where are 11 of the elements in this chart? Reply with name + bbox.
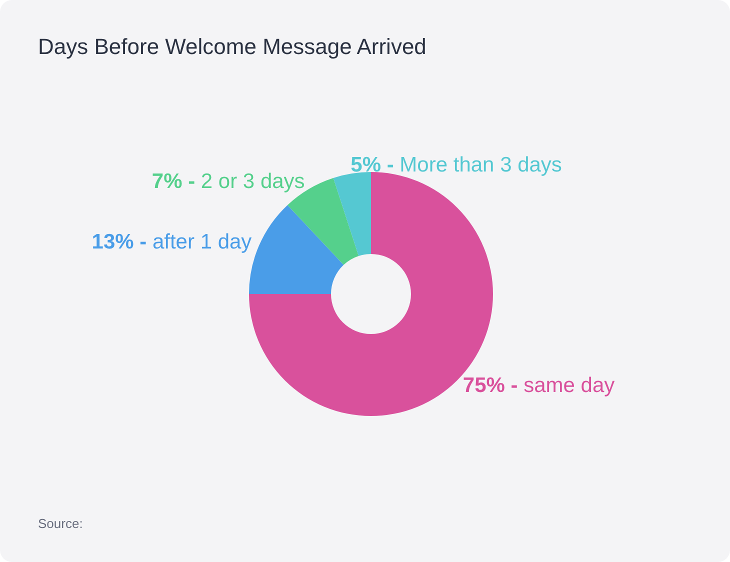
data-label: 5% - <box>350 153 394 176</box>
slice-label: after 1 day <box>146 230 252 253</box>
donut-slice <box>333 172 371 256</box>
source-note: Source: <box>38 516 83 531</box>
slice-label: same day <box>518 373 616 396</box>
data-label: 75% - <box>462 373 518 396</box>
slice-label: More than 3 days <box>394 153 562 176</box>
slice-label: 2 or 3 days <box>195 170 305 193</box>
chart-title: Days Before Welcome Message Arrived <box>38 34 426 60</box>
data-label: 7% - <box>152 170 196 193</box>
data-label: 13% - <box>92 230 147 253</box>
